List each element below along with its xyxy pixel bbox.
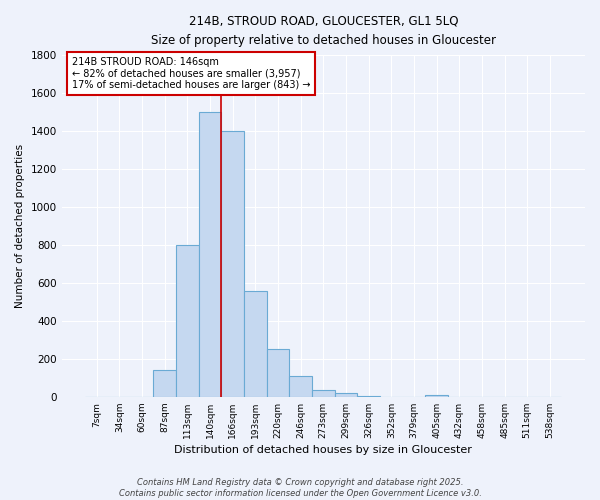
Bar bbox=[358, 396, 380, 397]
Bar bbox=[335, 393, 358, 397]
Text: 214B STROUD ROAD: 146sqm
← 82% of detached houses are smaller (3,957)
17% of sem: 214B STROUD ROAD: 146sqm ← 82% of detach… bbox=[72, 57, 311, 90]
Bar bbox=[312, 390, 335, 397]
Bar bbox=[199, 112, 221, 397]
Bar bbox=[266, 350, 289, 397]
Bar bbox=[289, 376, 312, 397]
Y-axis label: Number of detached properties: Number of detached properties bbox=[15, 144, 25, 308]
Bar bbox=[221, 131, 244, 397]
X-axis label: Distribution of detached houses by size in Gloucester: Distribution of detached houses by size … bbox=[175, 445, 472, 455]
Title: 214B, STROUD ROAD, GLOUCESTER, GL1 5LQ
Size of property relative to detached hou: 214B, STROUD ROAD, GLOUCESTER, GL1 5LQ S… bbox=[151, 15, 496, 47]
Text: Contains HM Land Registry data © Crown copyright and database right 2025.
Contai: Contains HM Land Registry data © Crown c… bbox=[119, 478, 481, 498]
Bar bbox=[244, 290, 266, 397]
Bar bbox=[425, 396, 448, 397]
Bar bbox=[154, 370, 176, 397]
Bar bbox=[176, 245, 199, 397]
